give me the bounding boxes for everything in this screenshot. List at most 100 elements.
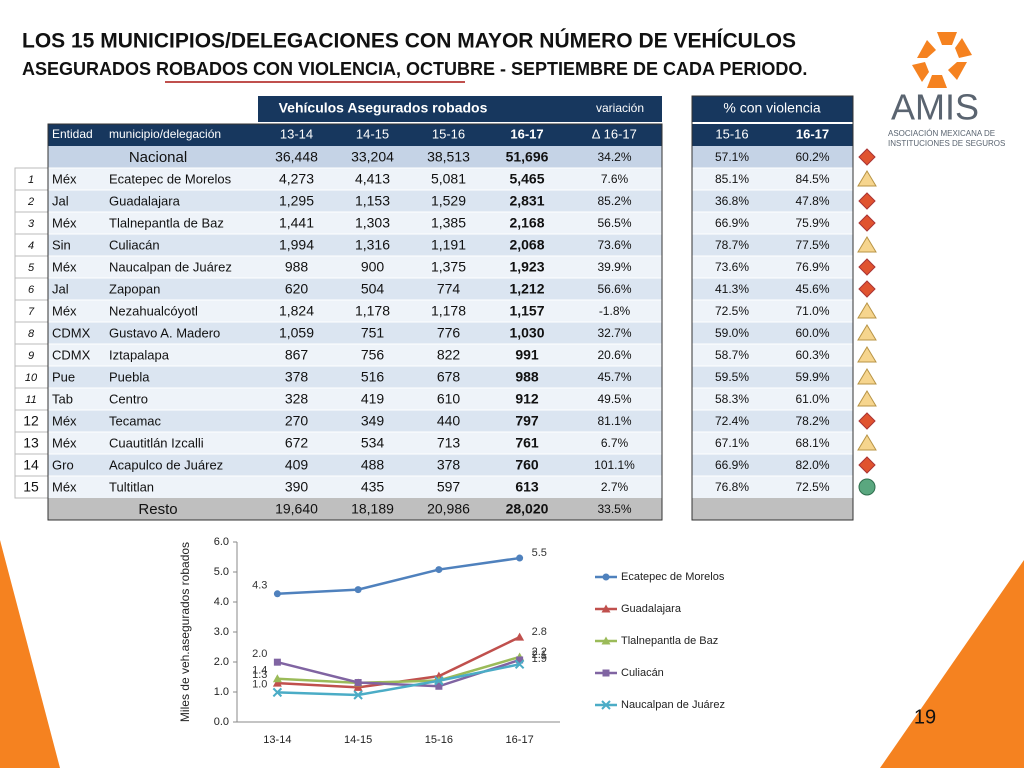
cell: 38,513 xyxy=(427,149,470,165)
group-header: % con violencia xyxy=(723,100,820,116)
row-bg xyxy=(48,234,662,256)
rank: 7 xyxy=(28,306,35,318)
y-tick-label: 1.0 xyxy=(214,686,229,698)
cell: 2.7% xyxy=(601,480,629,494)
cell: 66.9% xyxy=(715,216,749,230)
cell: 73.6% xyxy=(597,238,631,252)
cell: 988 xyxy=(515,369,539,385)
cell: 672 xyxy=(285,435,309,451)
entity: Jal xyxy=(52,193,69,208)
municipality: Culiacán xyxy=(109,237,160,252)
row-bg xyxy=(692,256,853,278)
indicator-circle xyxy=(858,478,876,496)
cell: 75.9% xyxy=(795,216,829,230)
data-label: 1.4 xyxy=(252,665,267,677)
rank: 14 xyxy=(23,457,39,473)
row-bg xyxy=(48,410,662,432)
cell: 72.5% xyxy=(715,304,749,318)
column-header: municipio/delegación xyxy=(109,127,221,141)
cell: 1,441 xyxy=(279,215,314,231)
cell: 1,178 xyxy=(355,303,390,319)
cell: 991 xyxy=(515,347,539,363)
row-bg xyxy=(48,432,662,454)
row-bg xyxy=(48,168,662,190)
indicator-triangle xyxy=(857,170,877,187)
title: LOS 15 MUNICIPIOS/DELEGACIONES CON MAYOR… xyxy=(22,29,796,53)
data-point xyxy=(272,687,283,698)
cell: 822 xyxy=(437,347,461,363)
municipality: Guadalajara xyxy=(109,193,181,208)
data-point xyxy=(434,676,444,686)
cell: 1,212 xyxy=(509,281,544,297)
y-axis-label: Miles de veh.asegurados robados xyxy=(178,542,192,722)
cell: 101.1% xyxy=(594,458,635,472)
cell: 349 xyxy=(361,413,385,429)
cell: 41.3% xyxy=(715,282,749,296)
cell: 58.7% xyxy=(715,348,749,362)
group-header: Vehículos Asegurados robados xyxy=(279,100,488,116)
cell: 1,923 xyxy=(509,259,544,275)
data-point xyxy=(435,566,443,574)
rank: 4 xyxy=(28,240,34,252)
entity: Méx xyxy=(52,215,77,230)
cell: 34.2% xyxy=(597,150,631,164)
cell: 597 xyxy=(437,479,461,495)
row-bg xyxy=(48,146,662,168)
cell: 488 xyxy=(361,457,385,473)
data-label: 2.2 xyxy=(532,646,547,658)
data-point xyxy=(272,674,282,683)
entity: Méx xyxy=(52,479,77,494)
column-header: Entidad xyxy=(52,127,93,141)
rank: 5 xyxy=(28,262,35,274)
entity: Jal xyxy=(52,281,69,296)
cell: 620 xyxy=(285,281,309,297)
cell: 33,204 xyxy=(351,149,394,165)
indicator-triangle xyxy=(857,390,877,407)
cell: 2,831 xyxy=(509,193,544,209)
row-bg xyxy=(48,388,662,410)
data-point xyxy=(273,658,281,666)
column-header: 15-16 xyxy=(715,126,748,141)
cell: 900 xyxy=(361,259,385,275)
legend-marker xyxy=(601,636,611,645)
rank: 10 xyxy=(25,372,38,384)
indicator-diamond xyxy=(858,456,876,474)
indicator-triangle xyxy=(857,368,877,385)
cell: 774 xyxy=(437,281,461,297)
data-point xyxy=(273,590,281,598)
cell: 20.6% xyxy=(597,348,631,362)
y-tick-label: 4.0 xyxy=(214,596,229,608)
indicator-triangle xyxy=(857,434,877,451)
cell: 78.7% xyxy=(715,238,749,252)
data-label: 1.0 xyxy=(252,678,267,690)
data-point xyxy=(516,554,524,562)
municipality: Centro xyxy=(109,391,148,406)
cell: 912 xyxy=(515,391,539,407)
cell: 84.5% xyxy=(795,172,829,186)
data-point xyxy=(354,586,362,594)
rank: 1 xyxy=(28,174,34,186)
row-bg xyxy=(692,498,853,520)
logo-subtitle: INSTITUCIONES DE SEGUROS xyxy=(888,139,1005,148)
data-point xyxy=(354,679,362,687)
header-row xyxy=(692,124,853,146)
cell: 610 xyxy=(437,391,461,407)
data-point xyxy=(435,682,443,690)
subtitle: ASEGURADOS ROBADOS CON VIOLENCIA, OCTUBR… xyxy=(22,59,807,79)
cell: 5,081 xyxy=(431,171,466,187)
cell: 6.7% xyxy=(601,436,629,450)
cell: 435 xyxy=(361,479,385,495)
entity: Sin xyxy=(52,237,71,252)
column-header: 13-14 xyxy=(280,126,313,141)
cell: 81.1% xyxy=(597,414,631,428)
row-bg xyxy=(48,300,662,322)
rank: 15 xyxy=(23,479,39,495)
cell: 72.5% xyxy=(795,480,829,494)
legend-marker xyxy=(601,700,611,710)
cell: 751 xyxy=(361,325,385,341)
cell: 47.8% xyxy=(795,194,829,208)
cell: 77.5% xyxy=(795,238,829,252)
data-label: 4.3 xyxy=(252,580,267,592)
entity: Méx xyxy=(52,259,77,274)
cell: 440 xyxy=(437,413,461,429)
